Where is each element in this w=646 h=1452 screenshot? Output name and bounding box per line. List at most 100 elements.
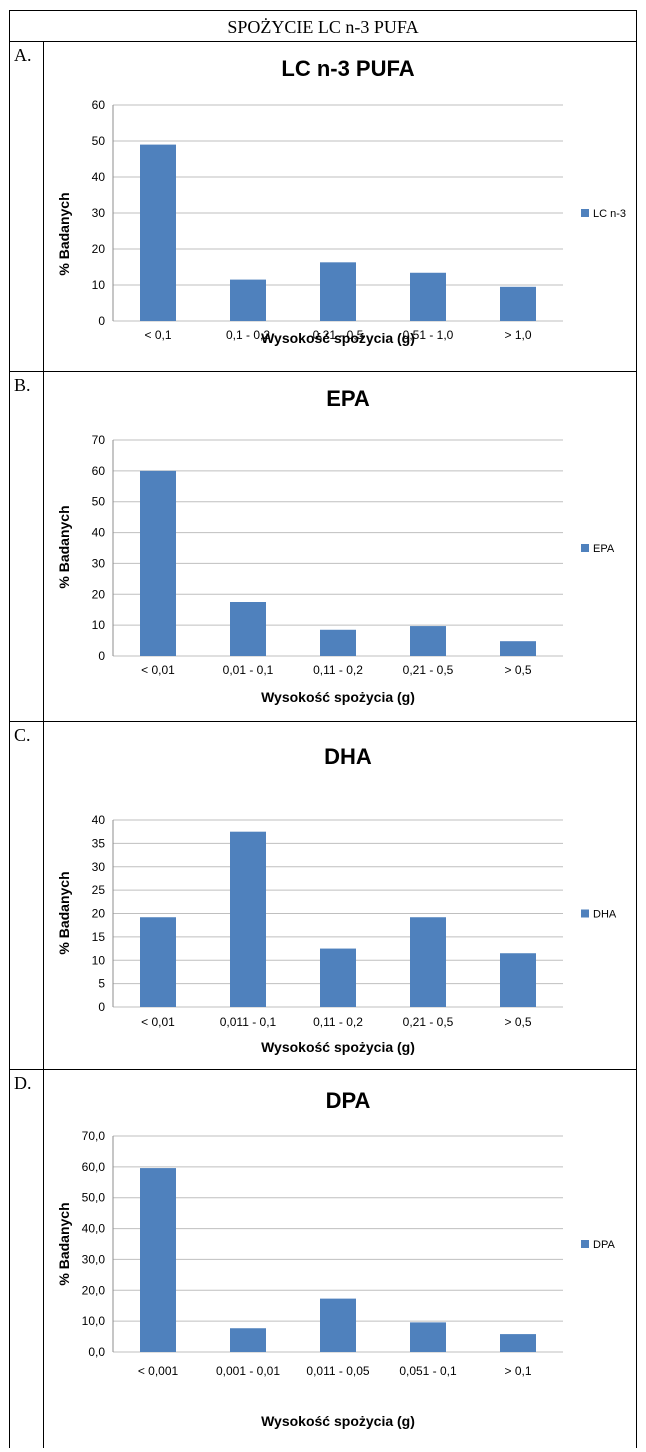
x-axis-label: Wysokość spożycia (g) bbox=[261, 330, 415, 346]
legend-swatch bbox=[581, 544, 589, 552]
y-tick-label: 0,0 bbox=[88, 1345, 105, 1359]
x-tick-label: 0,11 - 0,2 bbox=[313, 663, 363, 677]
y-tick-label: 30 bbox=[92, 556, 106, 570]
y-tick-label: 60 bbox=[92, 464, 106, 478]
panel-label: A. bbox=[9, 42, 44, 371]
legend-label: DHA bbox=[593, 909, 617, 921]
y-tick-label: 0 bbox=[98, 314, 105, 328]
bar bbox=[500, 953, 536, 1007]
y-tick-label: 50 bbox=[92, 495, 106, 509]
x-tick-label: > 0,5 bbox=[504, 1015, 531, 1029]
y-tick-label: 60,0 bbox=[82, 1160, 106, 1174]
bar bbox=[140, 1168, 176, 1352]
y-tick-label: 10,0 bbox=[82, 1314, 106, 1328]
y-axis-label: % Badanych bbox=[56, 871, 72, 954]
y-tick-label: 40,0 bbox=[82, 1222, 106, 1236]
bar bbox=[500, 286, 536, 321]
y-tick-label: 20 bbox=[92, 587, 106, 601]
y-tick-label: 40 bbox=[92, 170, 106, 184]
y-tick-label: 50 bbox=[92, 134, 106, 148]
y-tick-label: 70 bbox=[92, 433, 106, 447]
y-tick-label: 70,0 bbox=[82, 1129, 106, 1143]
panel-d: D. DPA 0,0 10,0 20,0 30,0 40,0 50,0 60,0 70,0 < 0… bbox=[9, 1070, 637, 1448]
x-tick-label: 0,11 - 0,2 bbox=[313, 1015, 363, 1029]
x-tick-label: < 0,01 bbox=[141, 663, 175, 677]
chart-epa: EPA 0 10 20 30 40 50 60 70 < 0,01 0,01 - 0,1 0,11 -… bbox=[56, 386, 615, 705]
bar bbox=[500, 641, 536, 656]
legend-swatch bbox=[581, 909, 589, 918]
legend-label: LC n-3 bbox=[593, 208, 626, 220]
bar bbox=[320, 629, 356, 656]
panel-label: C. bbox=[9, 722, 44, 1069]
x-tick-label: 0,051 - 0,1 bbox=[399, 1364, 457, 1378]
x-tick-label: > 0,5 bbox=[504, 663, 531, 677]
y-tick-label: 15 bbox=[92, 930, 106, 944]
y-tick-label: 20 bbox=[92, 907, 106, 921]
x-axis-label: Wysokość spożycia (g) bbox=[261, 1413, 415, 1429]
bar bbox=[500, 1334, 536, 1352]
y-tick-label: 30 bbox=[92, 860, 106, 874]
y-tick-label: 60 bbox=[92, 98, 106, 112]
chart-title: DPA bbox=[326, 1088, 371, 1113]
y-tick-label: 50,0 bbox=[82, 1191, 106, 1205]
chart-dha: DHA 0 5 10 15 20 25 30 35 40 < 0,01 0,011 - 0,1 0,11… bbox=[56, 744, 617, 1055]
x-tick-label: 0,011 - 0,05 bbox=[306, 1364, 369, 1378]
x-axis-label: Wysokość spożycia (g) bbox=[261, 689, 415, 705]
bar bbox=[230, 1328, 266, 1352]
legend-swatch bbox=[581, 209, 589, 217]
y-tick-label: 20,0 bbox=[82, 1283, 106, 1297]
x-tick-label: 0,21 - 0,5 bbox=[403, 1015, 454, 1029]
y-tick-label: 0 bbox=[98, 1000, 105, 1014]
x-tick-label: 0,01 - 0,1 bbox=[223, 663, 274, 677]
bar bbox=[230, 602, 266, 656]
bar bbox=[320, 948, 356, 1007]
x-tick-label: 0,1 - 0,2 bbox=[226, 328, 270, 342]
x-axis-label: Wysokość spożycia (g) bbox=[261, 1039, 415, 1055]
legend-swatch bbox=[581, 1240, 589, 1248]
bar bbox=[410, 917, 446, 1007]
legend-label: EPA bbox=[593, 543, 615, 555]
y-axis-label: % Badanych bbox=[56, 505, 72, 588]
chart-dpa: DPA 0,0 10,0 20,0 30,0 40,0 50,0 60,0 70,0 < 0,00… bbox=[56, 1088, 615, 1429]
panel-label: B. bbox=[9, 372, 44, 721]
bar bbox=[410, 272, 446, 321]
bar bbox=[410, 1322, 446, 1352]
y-tick-label: 40 bbox=[92, 813, 106, 827]
x-tick-label: < 0,001 bbox=[138, 1364, 179, 1378]
bar bbox=[410, 626, 446, 656]
y-tick-label: 5 bbox=[98, 977, 105, 991]
bar bbox=[140, 144, 176, 321]
bar bbox=[230, 831, 266, 1007]
y-tick-label: 25 bbox=[92, 883, 106, 897]
x-tick-label: 0,011 - 0,1 bbox=[220, 1015, 277, 1029]
bar bbox=[230, 279, 266, 321]
y-tick-label: 10 bbox=[92, 953, 106, 967]
x-tick-label: 0,21 - 0,5 bbox=[313, 328, 364, 342]
y-tick-label: 20 bbox=[92, 242, 106, 256]
y-tick-label: 30,0 bbox=[82, 1252, 106, 1266]
figure-header: SPOŻYCIE LC n-3 PUFA bbox=[9, 10, 637, 42]
panel-c: C. DHA 0 5 10 15 20 25 30 35 40 < 0,01 0,011 - 0,1 0… bbox=[9, 722, 637, 1070]
panel-label: D. bbox=[9, 1070, 44, 1448]
y-tick-label: 10 bbox=[92, 278, 106, 292]
x-tick-label: 0,51 - 1,0 bbox=[403, 328, 454, 342]
y-tick-label: 40 bbox=[92, 526, 106, 540]
x-tick-label: > 0,1 bbox=[504, 1364, 531, 1378]
panel-b: B. EPA 0 10 20 30 40 50 60 70 < 0,01 0,01 - 0,1 0,1… bbox=[9, 372, 637, 722]
x-tick-label: < 0,01 bbox=[141, 1015, 175, 1029]
y-tick-label: 0 bbox=[98, 649, 105, 663]
y-tick-label: 10 bbox=[92, 618, 106, 632]
bar bbox=[320, 1298, 356, 1352]
chart-lc-n3-pufa: LC n-3 PUFA 0 10 20 30 40 50 60 < 0,1 0,1 - 0,2 0,… bbox=[56, 56, 626, 346]
chart-title: DHA bbox=[324, 744, 372, 769]
panel-a: A. LC n-3 PUFA 0 10 20 30 40 50 60 < 0,1 0,1 - 0,… bbox=[9, 42, 637, 372]
y-tick-label: 35 bbox=[92, 836, 106, 850]
bar bbox=[140, 917, 176, 1007]
chart-title: EPA bbox=[326, 386, 370, 411]
chart-title: LC n-3 PUFA bbox=[281, 56, 414, 81]
bar bbox=[140, 470, 176, 656]
x-tick-label: 0,21 - 0,5 bbox=[403, 663, 454, 677]
x-tick-label: > 1,0 bbox=[504, 328, 531, 342]
x-tick-label: < 0,1 bbox=[144, 328, 171, 342]
bar bbox=[320, 262, 356, 321]
